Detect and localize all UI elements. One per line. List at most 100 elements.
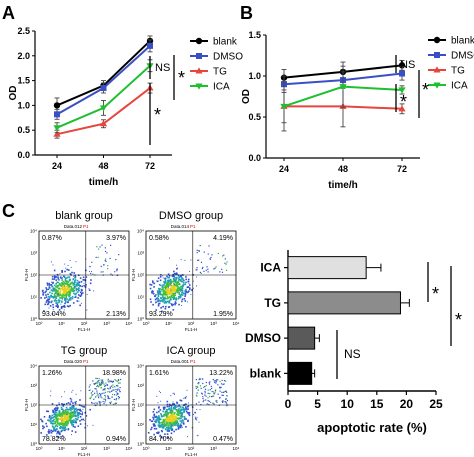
- y-tick-label: ICA: [260, 261, 281, 275]
- event-dot: [170, 292, 173, 295]
- event-dot: [58, 279, 60, 281]
- event-dot: [47, 301, 50, 303]
- quadrant-ul-percent: 0.58%: [149, 235, 169, 242]
- event-dot: [76, 414, 78, 417]
- event-dot: [217, 393, 219, 395]
- event-dot: [168, 407, 170, 410]
- event-dot: [76, 279, 79, 282]
- event-dot: [164, 278, 167, 281]
- event-dot: [206, 403, 208, 405]
- event-dot: [55, 305, 58, 307]
- event-dot: [199, 385, 202, 387]
- event-dot: [156, 280, 158, 282]
- event-dot: [58, 287, 61, 290]
- event-dot: [172, 281, 174, 283]
- event-dot: [185, 403, 187, 405]
- event-dot: [61, 396, 63, 398]
- event-dot: [151, 290, 154, 292]
- event-dot: [174, 407, 176, 410]
- event-dot: [98, 395, 100, 397]
- event-dot: [96, 402, 98, 404]
- event-dot: [170, 296, 173, 299]
- flow-y-axis-label: FL3-H: [24, 399, 29, 412]
- event-dot: [169, 296, 171, 299]
- event-dot: [168, 293, 170, 296]
- event-dot: [175, 279, 177, 282]
- event-dot: [76, 418, 78, 421]
- event-dot: [174, 405, 177, 408]
- event-dot: [115, 394, 118, 396]
- legend-marker: [195, 37, 203, 45]
- event-dot: [59, 415, 61, 417]
- event-dot: [55, 407, 57, 409]
- event-dot: [54, 293, 56, 295]
- event-dot: [64, 302, 66, 305]
- event-dot: [74, 279, 77, 281]
- significance-label: *: [178, 68, 185, 88]
- event-dot: [74, 410, 77, 413]
- event-dot: [195, 394, 197, 396]
- event-dot: [53, 408, 56, 411]
- series-line-blank: [56, 40, 151, 107]
- event-dot: [222, 391, 225, 393]
- event-dot: [164, 282, 166, 285]
- flow-x-tick: 10¹: [58, 446, 65, 451]
- event-dot: [60, 305, 63, 308]
- event-dot: [167, 415, 170, 418]
- event-dot: [152, 292, 155, 295]
- event-dot: [45, 288, 48, 291]
- quadrant-ur-percent: 4.19%: [213, 235, 233, 242]
- event-dot: [58, 411, 60, 413]
- event-dot: [76, 409, 78, 411]
- event-dot: [74, 402, 77, 405]
- event-dot: [60, 287, 63, 290]
- event-dot: [72, 412, 74, 414]
- event-dot: [177, 297, 180, 300]
- event-dot: [186, 301, 188, 303]
- event-dot: [213, 403, 215, 405]
- y-tick-label: 0.5: [17, 125, 30, 135]
- event-dot: [149, 419, 151, 421]
- event-dot: [180, 409, 183, 411]
- bar-tg: [287, 291, 401, 315]
- event-dot: [47, 410, 50, 413]
- event-dot: [170, 293, 173, 296]
- event-dot: [164, 287, 167, 290]
- event-dot: [73, 290, 76, 292]
- event-dot: [79, 285, 82, 287]
- event-dot: [170, 407, 173, 410]
- event-dot: [180, 293, 183, 296]
- event-dot: [172, 294, 174, 297]
- event-dot: [170, 423, 172, 425]
- event-dot: [48, 430, 51, 433]
- event-dot: [50, 289, 53, 291]
- event-dot: [56, 428, 58, 430]
- event-dot: [157, 298, 160, 301]
- event-dot: [163, 413, 166, 416]
- flow-data-label: Data.001: [171, 359, 190, 364]
- event-dot: [48, 297, 51, 299]
- event-dot: [155, 309, 158, 311]
- event-dot: [173, 406, 176, 408]
- event-dot: [218, 404, 220, 407]
- event-dot: [63, 309, 65, 311]
- event-dot: [69, 407, 71, 409]
- event-dot: [162, 300, 164, 303]
- event-dot: [212, 395, 215, 397]
- event-dot: [161, 306, 163, 308]
- event-dot: [56, 433, 58, 435]
- event-dot: [80, 288, 83, 291]
- event-dot: [61, 296, 63, 299]
- flow-y-tick: 10⁴: [137, 229, 144, 234]
- event-dot: [74, 276, 77, 278]
- event-dot: [164, 410, 167, 413]
- event-dot: [166, 291, 169, 294]
- event-dot: [75, 407, 77, 410]
- event-dot: [188, 402, 190, 404]
- event-dot: [180, 288, 183, 290]
- event-dot: [42, 427, 44, 430]
- event-dot: [58, 402, 60, 404]
- event-dot: [202, 266, 204, 269]
- event-dot: [155, 419, 158, 421]
- event-dot: [54, 296, 57, 298]
